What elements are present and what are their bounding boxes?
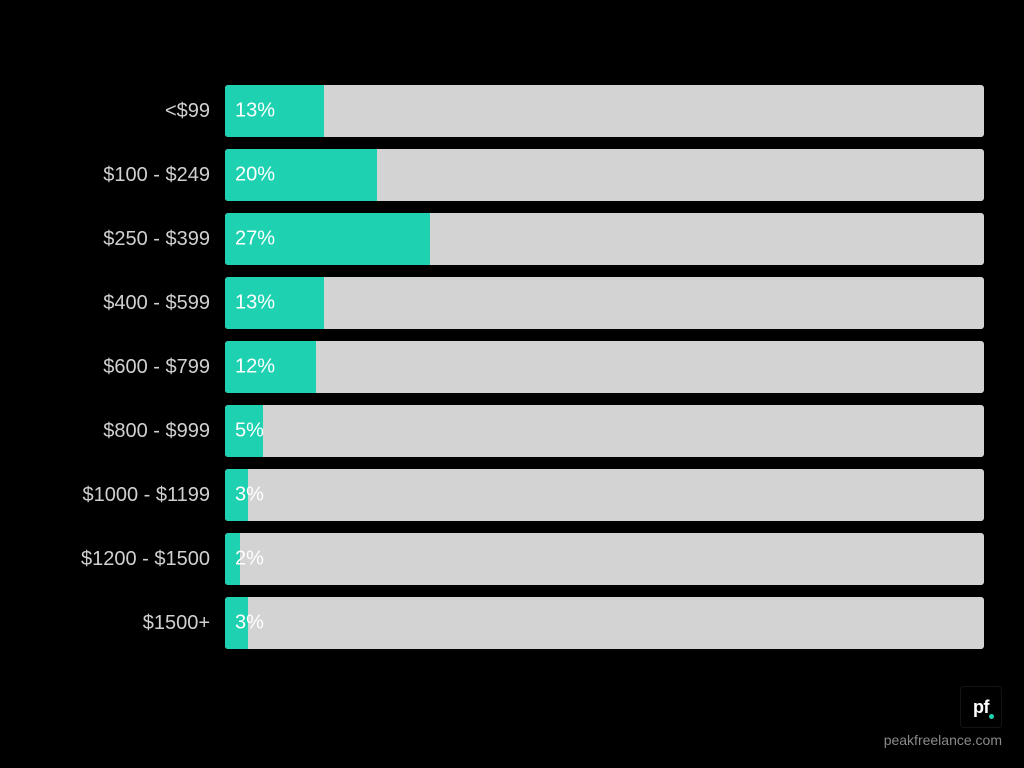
category-label: $1500+	[50, 612, 225, 635]
category-label: $400 - $599	[50, 292, 225, 315]
bar-row: $250 - $399 27%	[50, 213, 984, 265]
brand-logo: pf	[960, 686, 1002, 728]
category-label: $800 - $999	[50, 420, 225, 443]
bar-row: $800 - $999 5%	[50, 405, 984, 457]
category-label: <$99	[50, 100, 225, 123]
bar-value: 12%	[235, 356, 275, 379]
bar-value: 13%	[235, 100, 275, 123]
bar-row: $600 - $799 12%	[50, 341, 984, 393]
bar-value: 13%	[235, 292, 275, 315]
bar-track: 13%	[225, 277, 984, 329]
bar-track: 3%	[225, 597, 984, 649]
bar-value: 27%	[235, 228, 275, 251]
category-label: $1200 - $1500	[50, 548, 225, 571]
category-label: $100 - $249	[50, 164, 225, 187]
bar-track: 27%	[225, 213, 984, 265]
bar-row: $1200 - $1500 2%	[50, 533, 984, 585]
category-label: $250 - $399	[50, 228, 225, 251]
bar-track: 3%	[225, 469, 984, 521]
bar-track: 13%	[225, 85, 984, 137]
bar-track: 2%	[225, 533, 984, 585]
bar-row: $1000 - $1199 3%	[50, 469, 984, 521]
footer: pf peakfreelance.com	[884, 686, 1002, 748]
bar-value: 2%	[235, 548, 264, 571]
bar-track: 20%	[225, 149, 984, 201]
bar-row: $100 - $249 20%	[50, 149, 984, 201]
price-distribution-chart: <$99 13% $100 - $249 20% $250 - $399 27%…	[50, 85, 984, 649]
logo-letters: pf	[973, 698, 989, 716]
bar-row: <$99 13%	[50, 85, 984, 137]
bar-value: 20%	[235, 164, 275, 187]
bar-track: 12%	[225, 341, 984, 393]
bar-row: $1500+ 3%	[50, 597, 984, 649]
category-label: $600 - $799	[50, 356, 225, 379]
bar-row: $400 - $599 13%	[50, 277, 984, 329]
bar-value: 3%	[235, 612, 264, 635]
bar-value: 3%	[235, 484, 264, 507]
logo-dot-icon	[989, 714, 994, 719]
attribution-text: peakfreelance.com	[884, 732, 1002, 748]
category-label: $1000 - $1199	[50, 484, 225, 507]
bar-value: 5%	[235, 420, 264, 443]
bar-track: 5%	[225, 405, 984, 457]
